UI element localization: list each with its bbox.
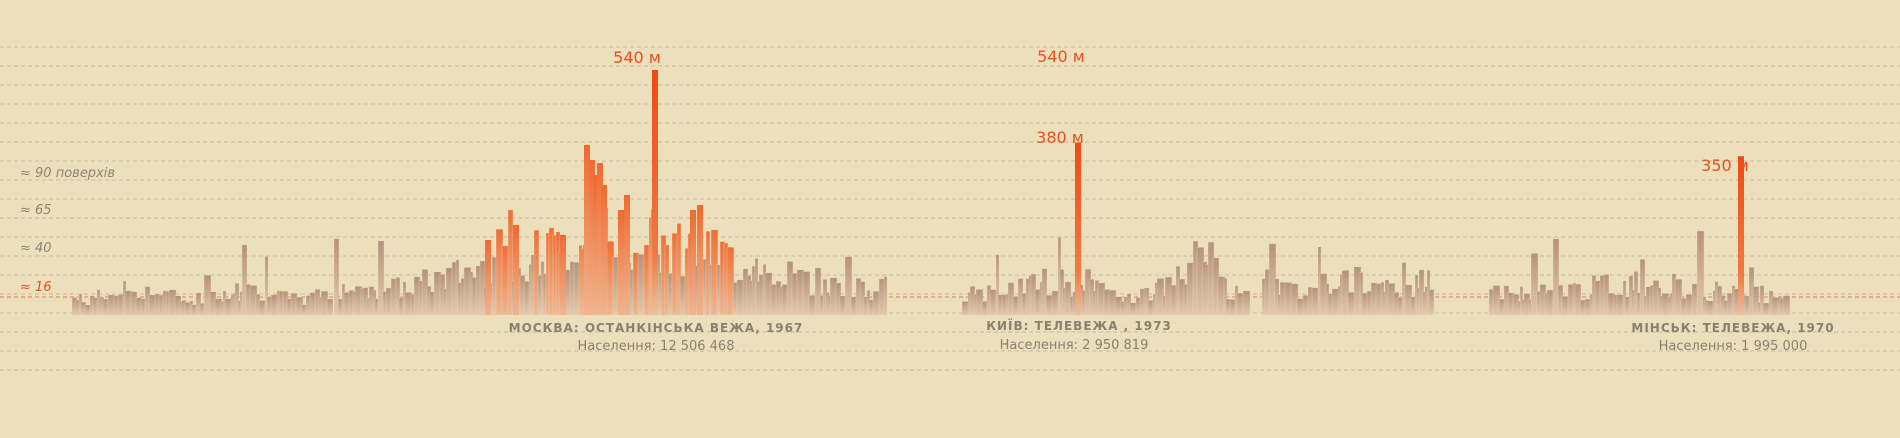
building-bar (560, 235, 566, 315)
building-bar (589, 160, 595, 315)
building-bar (697, 205, 703, 315)
building-bar (1552, 238, 1560, 316)
building-bar (601, 185, 607, 315)
building-bar (584, 145, 590, 315)
skyline-bars (71, 145, 1791, 316)
building-bar (1242, 290, 1251, 316)
tower-bar-kyiv (1075, 142, 1081, 315)
building-bar (802, 271, 811, 316)
building-bar (1574, 283, 1582, 316)
building-bar (1696, 230, 1705, 316)
building-bar (264, 256, 269, 316)
building-bar (333, 238, 340, 316)
building-bar (326, 298, 334, 316)
building-bar (1674, 278, 1683, 316)
building-bar (241, 244, 248, 316)
floor-label-65: ≈ 65 (20, 203, 52, 218)
building-bar (597, 163, 603, 315)
city-population-kyiv: Населення: 2 950 819 (999, 338, 1149, 353)
building-bar (1759, 285, 1765, 316)
tower-bars (652, 70, 1744, 315)
building-bar (676, 223, 682, 316)
building-bar (995, 254, 1000, 316)
building-bar (624, 195, 630, 315)
building-bar (883, 276, 888, 316)
tower-bar-minsk (1738, 156, 1744, 315)
building-bar (377, 240, 385, 316)
building-bar (593, 175, 599, 315)
building-bar (726, 246, 735, 316)
building-bar (533, 229, 540, 316)
gridlines (0, 46, 1900, 371)
building-bar (395, 276, 401, 316)
building-bar (844, 256, 853, 316)
building-bar (1639, 259, 1646, 316)
building-bar (690, 210, 696, 315)
building-bar (618, 210, 624, 315)
tower-height-label-moscow: 540 м (613, 48, 661, 67)
city-name-minsk: МІНСЬК: ТЕЛЕВЕЖА, 1970 (1631, 321, 1835, 335)
tower-bar-moscow (652, 70, 658, 315)
floor-label-40: ≈ 40 (20, 241, 52, 256)
building-bar (1428, 289, 1435, 316)
city-population-minsk: Населення: 1 995 000 (1658, 339, 1808, 354)
building-bar (1782, 295, 1791, 316)
building-bar (1223, 278, 1228, 316)
city-name-kyiv: КИЇВ: ТЕЛЕВЕЖА , 1973 (986, 319, 1172, 333)
building-bar (814, 267, 822, 316)
tower-height-label-kyiv-planned: 540 м (1037, 47, 1085, 66)
building-bar (234, 282, 240, 316)
building-bar (1041, 268, 1048, 316)
building-bar (1752, 286, 1760, 316)
floor-label-90: ≈ 90 поверхів (20, 166, 116, 181)
building-bar (485, 240, 491, 315)
building-bar (513, 225, 519, 315)
city-name-moscow: МОСКВА: ОСТАНКІНСЬКА ВЕЖА, 1967 (508, 321, 804, 335)
tower-height-label-kyiv: 380 м (1036, 128, 1084, 147)
building-bar (1530, 253, 1539, 316)
city-population-moscow: Населення: 12 506 468 (577, 339, 735, 354)
tower-height-label-minsk: 350 м (1701, 156, 1749, 175)
floor-label-16: ≈ 16 (20, 280, 52, 295)
